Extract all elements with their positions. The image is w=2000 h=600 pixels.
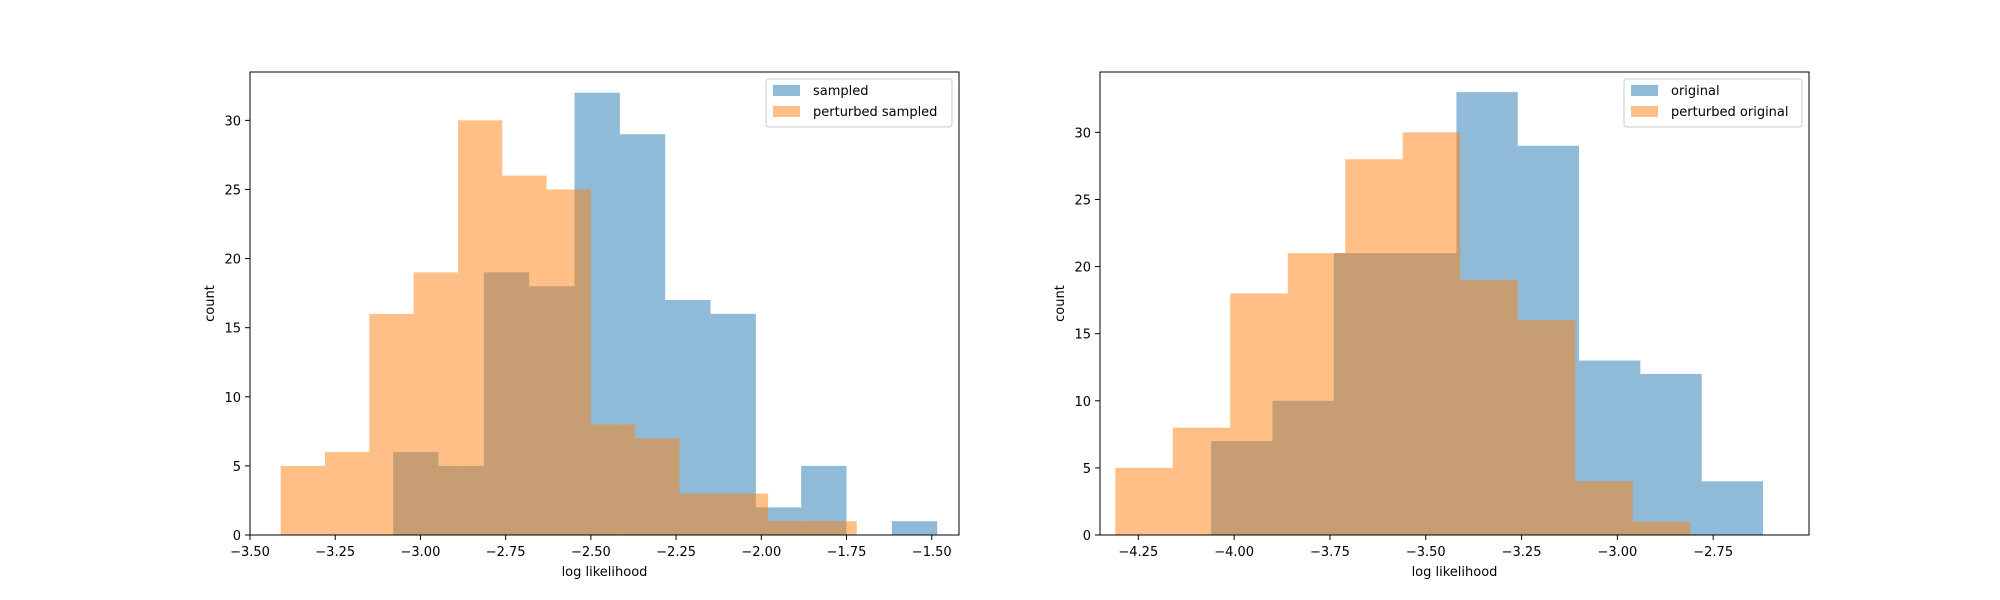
- right-bar-series1-bin3: [1287, 253, 1346, 536]
- right-bar-series1-bin1: [1172, 427, 1231, 535]
- left-ytick-label-2: 10: [224, 391, 241, 406]
- left-ytick-label-5: 25: [224, 183, 241, 198]
- right-ytick-label-6: 30: [1074, 126, 1091, 141]
- right-bar-series1-bin4: [1345, 159, 1403, 536]
- left-bar-series1-bin5: [502, 175, 547, 535]
- left-xtick-label-8: −1.50: [912, 545, 952, 560]
- right-bar-series1-bin5: [1402, 132, 1461, 535]
- right-xtick-label-6: −2.75: [1693, 545, 1733, 560]
- right-bar-series1-bin6: [1460, 280, 1518, 535]
- right-bar-series0-bin8: [1701, 481, 1764, 535]
- left-bar-series1-bin2: [369, 313, 414, 535]
- right-x-axis-label: log likelihood: [1412, 565, 1498, 580]
- left-bar-series1-bin8: [635, 438, 680, 535]
- right-ytick-label-4: 20: [1074, 261, 1091, 276]
- right-legend-swatch-original[interactable]: [1631, 85, 1658, 96]
- left-yticks: 0 5 10 15 20 25 30: [224, 114, 250, 544]
- right-bars: [1115, 92, 1764, 536]
- left-bar-series1-bin1: [324, 452, 370, 535]
- right-xtick-label-2: −3.75: [1310, 545, 1350, 560]
- right-xtick-label-3: −3.50: [1406, 545, 1446, 560]
- right-xtick-label-4: −3.25: [1502, 545, 1542, 560]
- left-legend-label-sampled: sampled: [813, 84, 869, 99]
- right-legend-label-perturbed-original: perturbed original: [1671, 105, 1789, 120]
- right-ytick-label-2: 10: [1074, 395, 1091, 410]
- right-xtick-label-0: −4.25: [1118, 545, 1158, 560]
- left-xtick-label-3: −2.75: [486, 545, 526, 560]
- right-bar-series1-bin0: [1115, 467, 1173, 535]
- left-y-axis-label: count: [203, 285, 218, 322]
- right-bar-series1-bin7: [1517, 320, 1576, 535]
- left-bar-series1-bin9: [679, 493, 724, 535]
- left-xtick-label-4: −2.50: [571, 545, 611, 560]
- left-ytick-label-3: 15: [224, 322, 241, 337]
- right-bar-series1-bin8: [1575, 481, 1633, 535]
- left-ytick-label-1: 5: [233, 460, 241, 475]
- right-bar-series1-bin2: [1230, 293, 1288, 535]
- left-bar-series1-bin12: [812, 521, 857, 535]
- right-y-axis-label: count: [1053, 285, 1068, 322]
- right-bar-series0-bin7: [1640, 373, 1702, 535]
- right-xticks: −4.25 −4.00 −3.75 −3.50 −3.25 −3.00 −2.75: [1118, 535, 1733, 560]
- left-x-axis-label: log likelihood: [562, 565, 648, 580]
- left-ytick-label-0: 0: [233, 529, 241, 544]
- left-bar-series1-bin4: [457, 120, 503, 536]
- left-xtick-label-0: −3.50: [230, 545, 270, 560]
- left-chart: −3.50 −3.25 −3.00 −2.75 −2.50 −2.25 −2.00 −1.75…: [203, 71, 960, 580]
- left-bar-series1-bin6: [546, 189, 591, 536]
- left-legend: sampled perturbed sampled: [765, 78, 953, 128]
- right-legend-box: [1623, 78, 1803, 128]
- left-bar-series1-bin0: [280, 465, 325, 535]
- right-xtick-label-1: −4.00: [1214, 545, 1254, 560]
- right-ytick-label-5: 25: [1074, 193, 1091, 208]
- right-axes-frame: [1099, 71, 1810, 536]
- left-bars: [280, 92, 938, 536]
- left-legend-box: [765, 78, 953, 128]
- left-xtick-label-6: −2.00: [741, 545, 781, 560]
- right-bar-series1-bin9: [1632, 521, 1691, 535]
- left-xticks: −3.50 −3.25 −3.00 −2.75 −2.50 −2.25 −2.00 −1.75…: [230, 535, 952, 560]
- left-legend-swatch-perturbed-sampled[interactable]: [773, 106, 800, 117]
- left-bar-series0-bin11: [891, 521, 938, 535]
- left-bar-series1-bin7: [590, 424, 636, 535]
- left-legend-swatch-sampled[interactable]: [773, 85, 800, 96]
- left-bar-series1-bin3: [413, 272, 458, 535]
- left-bar-series1-bin11: [768, 521, 813, 535]
- left-xtick-label-7: −1.75: [827, 545, 867, 560]
- right-ytick-label-0: 0: [1083, 529, 1091, 544]
- right-xtick-label-5: −3.00: [1597, 545, 1637, 560]
- right-ytick-label-1: 5: [1083, 462, 1091, 477]
- left-xtick-label-2: −3.00: [401, 545, 441, 560]
- left-xtick-label-1: −3.25: [315, 545, 355, 560]
- right-legend: original perturbed original: [1623, 78, 1803, 128]
- left-axes-frame: [249, 71, 960, 536]
- right-legend-label-original: original: [1671, 84, 1720, 99]
- right-yticks: 0 5 10 15 20 25 30: [1074, 126, 1100, 544]
- right-ytick-label-3: 15: [1074, 328, 1091, 343]
- left-legend-label-perturbed-sampled: perturbed sampled: [813, 105, 937, 120]
- left-ytick-label-6: 30: [224, 114, 241, 129]
- left-bar-series1-bin10: [723, 493, 769, 535]
- left-xtick-label-5: −2.25: [656, 545, 696, 560]
- left-ytick-label-4: 20: [224, 253, 241, 268]
- right-legend-swatch-perturbed-original[interactable]: [1631, 106, 1658, 117]
- right-chart: −4.25 −4.00 −3.75 −3.50 −3.25 −3.00 −2.75 0 5 10…: [1053, 71, 1810, 580]
